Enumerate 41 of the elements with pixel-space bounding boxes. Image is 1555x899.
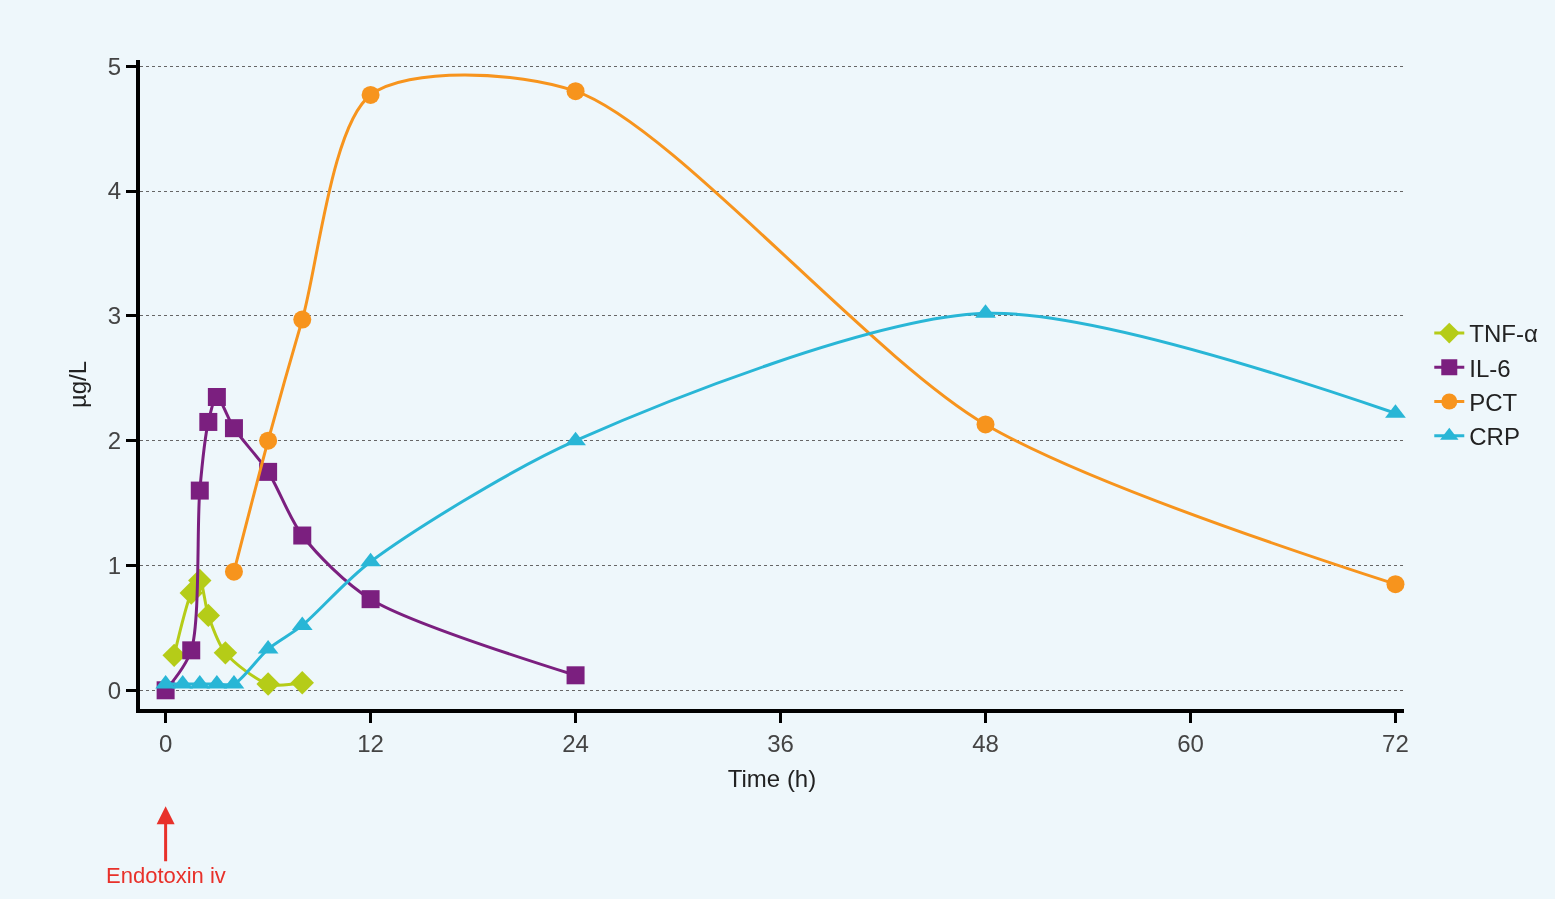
point xyxy=(224,562,243,581)
x-axis-title: Time (h) xyxy=(727,764,817,792)
point xyxy=(976,415,995,434)
text: Endotoxin iv xyxy=(106,863,226,888)
point xyxy=(224,419,243,438)
point xyxy=(290,671,314,695)
legend-label: CRP xyxy=(1469,423,1520,451)
point xyxy=(259,431,278,450)
y-tick-label: 5 xyxy=(107,52,122,80)
y-axis-title: µg/L xyxy=(64,360,92,409)
point xyxy=(293,526,312,545)
point xyxy=(566,82,585,101)
point xyxy=(256,672,280,696)
point xyxy=(565,431,586,446)
point xyxy=(182,641,201,660)
point xyxy=(360,552,381,567)
point xyxy=(199,412,218,431)
y-tick-label: 2 xyxy=(107,427,122,455)
point xyxy=(207,387,226,406)
x-tick-label: 36 xyxy=(767,729,794,757)
legend-label: PCT xyxy=(1469,388,1518,416)
legend-label: TNF-α xyxy=(1469,320,1538,348)
point xyxy=(213,641,238,665)
x-tick-label: 48 xyxy=(972,729,999,757)
point xyxy=(293,310,312,329)
legend-label: IL-6 xyxy=(1469,354,1511,382)
x-tick-label: 0 xyxy=(158,729,173,757)
point xyxy=(190,481,209,500)
point xyxy=(1386,575,1405,594)
y-tick-label: 4 xyxy=(107,177,122,205)
point xyxy=(566,666,585,685)
point xyxy=(361,590,380,609)
x-tick-label: 12 xyxy=(357,729,384,757)
point xyxy=(361,85,380,104)
x-tick-label: 60 xyxy=(1177,729,1204,757)
x-tick-label: 72 xyxy=(1382,729,1409,757)
y-tick-label: 3 xyxy=(107,302,122,330)
x-tick-label: 24 xyxy=(562,729,589,757)
point xyxy=(196,603,221,628)
y-tick-label: 1 xyxy=(107,551,122,579)
y-tick-label: 0 xyxy=(107,676,122,704)
